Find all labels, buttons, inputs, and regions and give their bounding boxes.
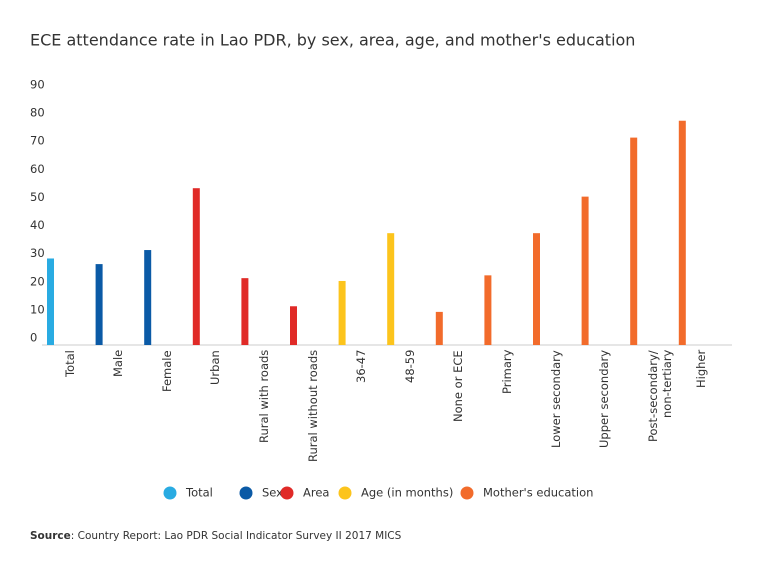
- y-tick-label: 70: [30, 134, 45, 148]
- bar: [435, 311, 443, 345]
- y-tick-label: 20: [30, 274, 45, 288]
- source: Source: Country Report: Lao PDR Social I…: [30, 530, 401, 542]
- y-tick-label: 30: [30, 246, 45, 260]
- legend-label: Sex: [262, 486, 283, 500]
- y-tick-label: 10: [30, 302, 45, 316]
- bar: [387, 233, 395, 345]
- y-tick-label: 90: [30, 78, 45, 92]
- x-tick-label: Higher: [694, 350, 709, 389]
- bar: [290, 306, 297, 345]
- x-tick-label: Rural with roads: [256, 350, 271, 444]
- x-tick-label: Post-secondary/ non-tertiary: [645, 350, 674, 442]
- legend-marker: [163, 486, 177, 500]
- x-tick-label: Urban: [208, 350, 223, 385]
- legend-marker: [280, 486, 294, 500]
- bar: [678, 120, 686, 345]
- legend-label: Area: [303, 486, 329, 500]
- y-tick-label: 80: [30, 106, 45, 120]
- legend-label: Mother's education: [483, 486, 593, 500]
- bar: [192, 188, 200, 345]
- bar: [533, 233, 540, 345]
- x-tick-label: Rural without roads: [305, 350, 320, 463]
- y-tick-label: 60: [30, 162, 45, 176]
- y-tick-label: 40: [30, 218, 45, 232]
- bar: [95, 264, 103, 345]
- x-tick-label: Female: [159, 350, 174, 392]
- legend-marker: [338, 486, 352, 500]
- x-tick-label: 36-47: [354, 350, 369, 384]
- x-tick-label: None or ECE: [451, 350, 466, 422]
- bar: [581, 196, 589, 345]
- x-tick-label: Primary: [499, 350, 514, 395]
- x-tick-label: Lower secondary: [548, 350, 563, 448]
- x-tick-label: Male: [111, 350, 126, 378]
- legend-marker: [460, 486, 474, 500]
- source-label: Source: [30, 530, 71, 542]
- source-text: : Country Report: Lao PDR Social Indicat…: [70, 530, 402, 542]
- chart-title: ECE attendance rate in Lao PDR, by sex, …: [30, 31, 635, 50]
- y-tick-label: 50: [30, 190, 45, 204]
- legend-label: Age (in months): [361, 486, 453, 500]
- bar: [144, 250, 152, 345]
- x-tick-label: 48-59: [402, 350, 417, 384]
- legend-label: Total: [185, 486, 213, 500]
- bar: [484, 275, 492, 345]
- legend-marker: [239, 486, 253, 500]
- x-tick-label: Total: [62, 350, 77, 377]
- bar: [338, 280, 346, 345]
- bar: [47, 258, 54, 345]
- x-tick-label: Upper secondary: [597, 350, 612, 449]
- bar: [630, 137, 638, 345]
- y-tick-label: 0: [30, 331, 37, 345]
- bar: [241, 278, 249, 345]
